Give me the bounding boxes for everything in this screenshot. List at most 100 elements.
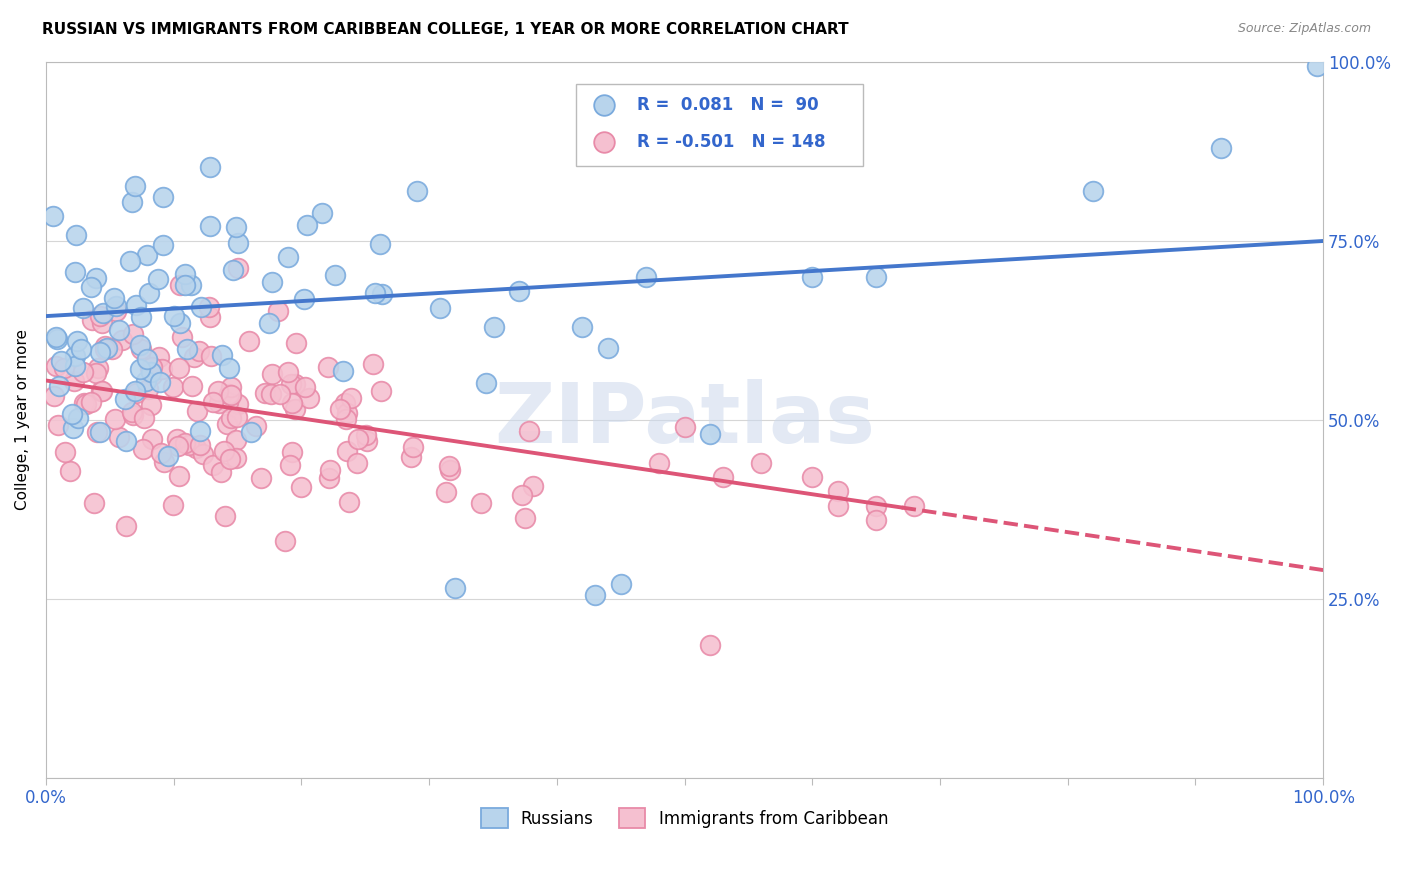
Point <box>865 499 887 513</box>
Point <box>340 391 363 405</box>
Point <box>105 304 128 318</box>
Point <box>167 468 190 483</box>
Point <box>249 471 271 485</box>
Point <box>180 277 202 292</box>
Point <box>371 286 394 301</box>
Point <box>865 269 887 284</box>
Point <box>84 366 107 380</box>
Point <box>215 417 238 432</box>
Point <box>865 513 887 527</box>
Point <box>211 348 233 362</box>
Point <box>125 298 148 312</box>
Point <box>42 389 65 403</box>
Point <box>280 376 302 391</box>
Point <box>406 184 429 198</box>
Point <box>278 458 301 472</box>
Point <box>93 342 115 356</box>
Point <box>129 338 152 352</box>
Point <box>198 219 221 233</box>
Point <box>60 407 83 421</box>
Point <box>356 434 378 448</box>
Point <box>508 284 530 298</box>
Point <box>298 392 321 406</box>
Point <box>217 395 239 409</box>
Point <box>1083 184 1105 198</box>
Point <box>336 444 359 458</box>
Point <box>72 365 94 379</box>
Point <box>329 401 352 416</box>
Point <box>221 263 243 277</box>
Point <box>122 408 145 422</box>
Point <box>124 179 146 194</box>
Point <box>162 380 184 394</box>
Point <box>89 425 111 440</box>
Point <box>129 342 152 356</box>
Point <box>470 496 492 510</box>
Point <box>45 359 67 373</box>
Point <box>163 309 186 323</box>
Point <box>198 160 221 174</box>
Text: RUSSIAN VS IMMIGRANTS FROM CARIBBEAN COLLEGE, 1 YEAR OR MORE CORRELATION CHART: RUSSIAN VS IMMIGRANTS FROM CARIBBEAN COL… <box>42 22 849 37</box>
Point <box>104 411 127 425</box>
Point <box>135 374 157 388</box>
Point <box>198 310 221 324</box>
Point <box>141 359 163 374</box>
Point <box>139 361 162 376</box>
Point <box>121 405 143 419</box>
Point <box>513 510 536 524</box>
Point <box>90 316 112 330</box>
Point <box>152 238 174 252</box>
Point <box>121 194 143 209</box>
Point <box>245 419 267 434</box>
Point <box>200 349 222 363</box>
Point <box>73 396 96 410</box>
Point <box>162 498 184 512</box>
Point <box>517 424 540 438</box>
Point <box>277 250 299 264</box>
Point <box>93 339 115 353</box>
Point <box>240 425 263 440</box>
Point <box>169 277 191 292</box>
Point <box>319 463 342 477</box>
Point <box>596 341 619 355</box>
Point <box>238 334 260 349</box>
Point <box>749 456 772 470</box>
Point <box>84 270 107 285</box>
Point <box>219 411 242 425</box>
Point <box>108 430 131 444</box>
Point <box>368 236 391 251</box>
Point <box>269 386 291 401</box>
Point <box>429 301 451 315</box>
Point <box>437 458 460 473</box>
Point <box>226 235 249 250</box>
Point <box>711 470 734 484</box>
Point <box>361 358 384 372</box>
Point <box>141 432 163 446</box>
Point <box>333 395 356 409</box>
Point <box>103 291 125 305</box>
Point <box>475 376 498 391</box>
Point <box>225 410 247 425</box>
Point <box>193 447 215 461</box>
Point <box>593 98 616 112</box>
Point <box>89 310 111 324</box>
Point <box>188 424 211 438</box>
Point <box>294 379 316 393</box>
Point <box>209 466 232 480</box>
Point <box>439 463 461 477</box>
Point <box>699 638 721 652</box>
Point <box>87 361 110 376</box>
Text: Source: ZipAtlas.com: Source: ZipAtlas.com <box>1237 22 1371 36</box>
Text: R = -0.501   N = 148: R = -0.501 N = 148 <box>637 133 825 152</box>
Point <box>90 384 112 398</box>
Point <box>132 411 155 425</box>
Point <box>83 496 105 510</box>
Point <box>179 438 201 452</box>
Point <box>522 479 544 493</box>
Y-axis label: College, 1 year or more: College, 1 year or more <box>15 329 30 510</box>
Point <box>1306 59 1329 73</box>
Point <box>434 485 457 500</box>
Point <box>80 280 103 294</box>
Point <box>218 386 240 401</box>
Point <box>336 406 359 420</box>
